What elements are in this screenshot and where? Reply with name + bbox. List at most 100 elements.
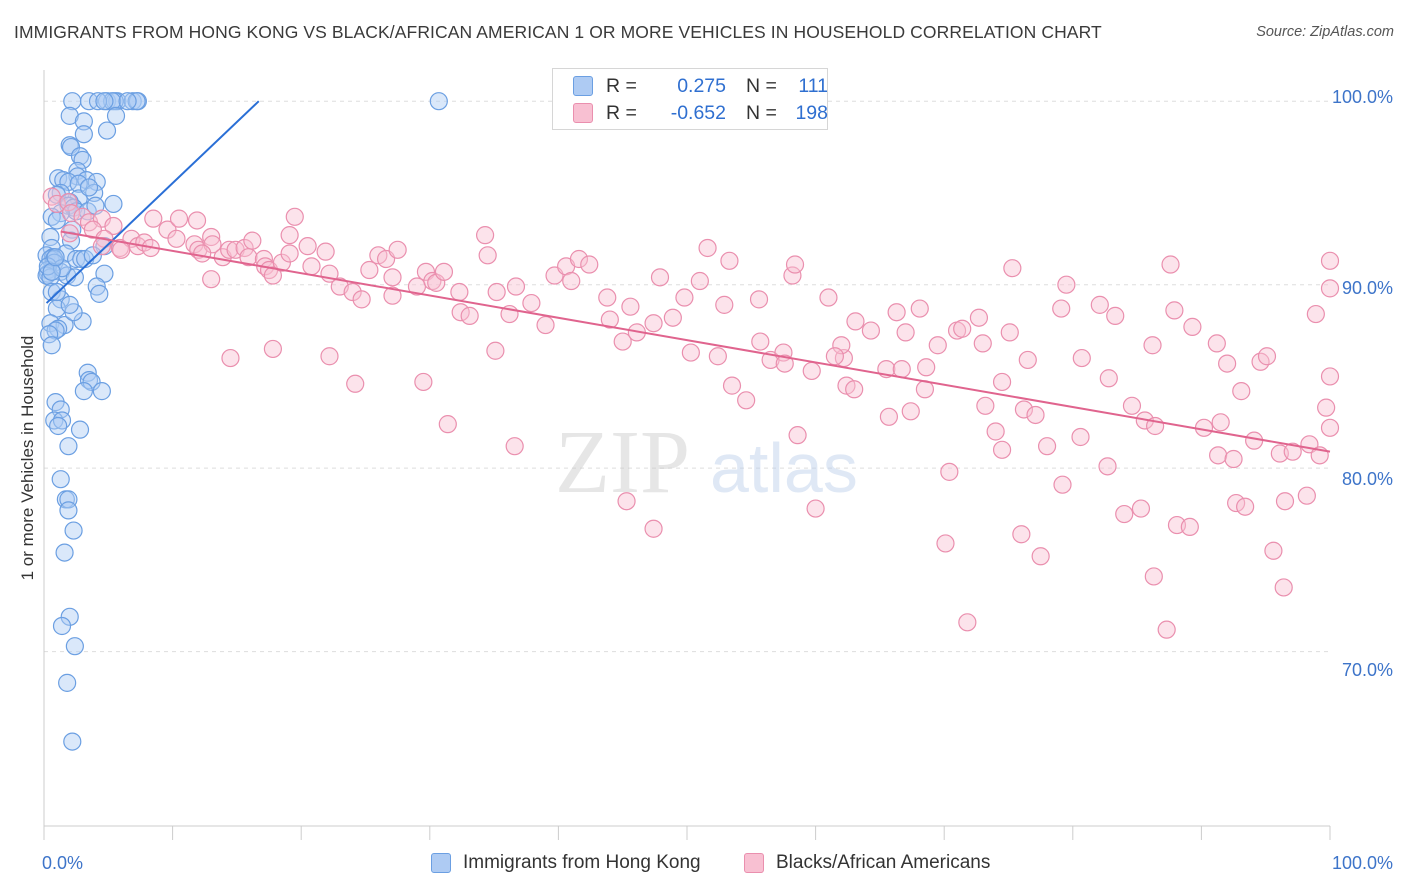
data-point bbox=[193, 244, 212, 263]
data-point bbox=[55, 543, 74, 562]
data-point bbox=[49, 319, 68, 338]
data-point bbox=[522, 293, 541, 313]
data-point bbox=[598, 288, 617, 307]
bottom-legend-hong-kong: Immigrants from Hong Kong bbox=[431, 852, 701, 874]
data-point bbox=[451, 303, 470, 322]
trend-line bbox=[60, 230, 1331, 453]
legend-n-value: 111 bbox=[798, 74, 828, 97]
data-point bbox=[49, 416, 68, 436]
data-point bbox=[846, 312, 865, 331]
data-point bbox=[751, 332, 770, 351]
data-point bbox=[47, 194, 66, 214]
data-point bbox=[788, 426, 807, 445]
data-point bbox=[60, 106, 79, 125]
data-point bbox=[973, 334, 992, 353]
bottom-legend-label: Blacks/African Americans bbox=[776, 852, 991, 873]
data-point bbox=[1037, 437, 1057, 456]
data-point bbox=[263, 339, 283, 359]
data-point bbox=[845, 380, 864, 399]
data-point bbox=[1144, 567, 1163, 586]
watermark: ZIP atlas bbox=[555, 413, 858, 512]
data-point bbox=[51, 470, 70, 489]
data-point bbox=[1122, 396, 1142, 415]
data-point bbox=[104, 216, 123, 236]
data-point bbox=[64, 521, 83, 540]
data-point bbox=[562, 271, 581, 291]
data-point bbox=[360, 260, 379, 280]
data-point bbox=[1052, 299, 1071, 318]
trend-line bbox=[45, 100, 260, 304]
legend-swatch-pink bbox=[573, 103, 593, 123]
data-point bbox=[429, 92, 448, 111]
data-point bbox=[106, 106, 126, 125]
data-point bbox=[1014, 400, 1034, 419]
data-point bbox=[1003, 259, 1022, 278]
chart-title: IMMIGRANTS FROM HONG KONG VS BLACK/AFRIC… bbox=[14, 22, 1102, 42]
data-point bbox=[59, 437, 78, 456]
data-point bbox=[879, 407, 899, 426]
data-point bbox=[976, 396, 995, 415]
data-point bbox=[78, 363, 97, 382]
data-point bbox=[1071, 427, 1090, 447]
legend-r-value: 0.275 bbox=[677, 74, 726, 97]
y-tick-label: 80.0% bbox=[1341, 469, 1393, 489]
data-point bbox=[69, 174, 88, 193]
legend-n-value: 198 bbox=[795, 101, 828, 124]
data-point bbox=[73, 150, 92, 170]
data-point bbox=[802, 361, 821, 381]
data-point bbox=[82, 372, 101, 392]
data-point bbox=[1180, 517, 1199, 537]
legend-r-value: -0.652 bbox=[670, 101, 726, 124]
data-point bbox=[936, 534, 955, 553]
data-point bbox=[434, 262, 454, 281]
y-tick-label: 90.0% bbox=[1341, 278, 1393, 298]
data-point bbox=[708, 347, 727, 366]
data-point bbox=[63, 732, 82, 751]
data-point bbox=[1106, 306, 1125, 325]
data-point bbox=[1099, 369, 1118, 388]
data-point bbox=[832, 336, 851, 355]
data-point bbox=[221, 348, 240, 368]
data-point bbox=[1232, 382, 1251, 401]
data-point bbox=[722, 376, 742, 395]
data-point bbox=[88, 92, 108, 111]
data-point bbox=[681, 343, 700, 362]
series-black-african-american-points bbox=[42, 187, 1340, 639]
data-point bbox=[280, 244, 299, 263]
legend-r-label: R = bbox=[606, 101, 637, 124]
data-point bbox=[285, 207, 304, 226]
bottom-legend-label: Immigrants from Hong Kong bbox=[463, 852, 701, 873]
data-point bbox=[806, 499, 825, 518]
watermark-atlas: atlas bbox=[710, 429, 858, 507]
data-point bbox=[460, 306, 479, 325]
data-point bbox=[1275, 492, 1295, 511]
data-point bbox=[887, 303, 906, 322]
data-point bbox=[1031, 547, 1050, 566]
legend-n-label: N = bbox=[746, 101, 777, 124]
data-point bbox=[40, 325, 59, 344]
data-point bbox=[346, 374, 365, 393]
data-point bbox=[70, 420, 90, 439]
data-point bbox=[1211, 413, 1230, 432]
data-point bbox=[536, 315, 555, 335]
data-point bbox=[621, 297, 640, 316]
data-point bbox=[785, 255, 805, 274]
data-point bbox=[896, 323, 915, 342]
data-point bbox=[1209, 446, 1228, 465]
data-point bbox=[1317, 398, 1336, 417]
data-point bbox=[79, 178, 99, 197]
data-point bbox=[414, 372, 433, 392]
data-point bbox=[992, 372, 1012, 392]
axes bbox=[43, 70, 1331, 840]
data-point bbox=[487, 282, 506, 302]
data-point bbox=[1026, 405, 1045, 425]
data-point bbox=[1183, 317, 1202, 336]
y-tick-label: 100.0% bbox=[1331, 87, 1393, 107]
data-point bbox=[243, 231, 262, 250]
y-tick-label: 70.0% bbox=[1341, 660, 1393, 680]
data-point bbox=[1227, 493, 1246, 513]
legend-swatch-pink bbox=[744, 853, 764, 873]
trend-lines bbox=[45, 100, 1331, 453]
data-point bbox=[506, 277, 526, 296]
data-point bbox=[1157, 620, 1176, 639]
